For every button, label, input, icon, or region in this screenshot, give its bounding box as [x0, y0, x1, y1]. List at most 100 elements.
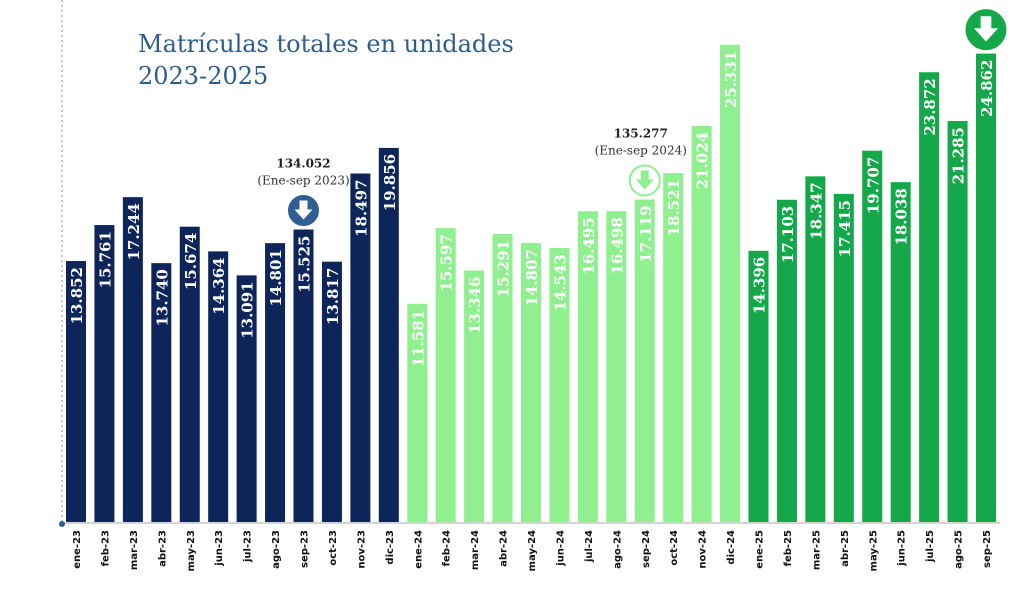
x-tick-label-abr-23: abr-23: [157, 530, 168, 567]
bar-jun-25: [890, 182, 911, 523]
bar-oct-23: [321, 261, 342, 522]
x-tick-label-ene-23: ene-23: [72, 530, 83, 569]
bar-nov-24: [691, 125, 712, 522]
bar-jul-25: [919, 72, 940, 522]
data-label-ago-24: 16.498: [608, 217, 626, 274]
data-label-ene-25: 14.396: [751, 257, 769, 314]
x-tick-label-nov-24: nov-24: [698, 530, 709, 569]
bar-oct-24: [663, 173, 684, 522]
data-label-jul-25: 23.872: [921, 78, 939, 135]
data-label-may-24: 14.807: [523, 249, 541, 306]
x-tick-label-ago-23: ago-23: [271, 530, 282, 569]
bar-mar-23: [122, 197, 143, 522]
data-label-sep-23: 15.525: [296, 236, 314, 293]
bar-ene-24: [407, 303, 428, 522]
period-total-1: 135.277: [614, 126, 668, 140]
bar-ago-25: [947, 120, 968, 522]
bar-sep-25: [976, 53, 996, 523]
data-label-jul-23: 13.091: [239, 281, 257, 338]
x-tick-label-abr-24: abr-24: [499, 530, 510, 567]
bar-ene-23: [66, 261, 86, 522]
x-tick-label-sep-25: sep-25: [982, 530, 993, 568]
x-tick-label-oct-23: oct-23: [328, 530, 339, 566]
data-label-nov-24: 21.024: [694, 132, 712, 189]
down-arrow-glyph: [294, 200, 313, 220]
x-tick-label-may-24: may-24: [527, 530, 538, 571]
x-tick-label-feb-23: feb-23: [100, 530, 111, 566]
data-label-mar-25: 18.347: [807, 182, 825, 239]
data-label-ago-23: 14.801: [267, 249, 285, 306]
bar-abr-25: [833, 193, 854, 522]
data-label-feb-24: 15.597: [438, 234, 456, 291]
data-label-abr-24: 15.291: [495, 240, 513, 297]
x-tick-label-mar-24: mar-24: [470, 530, 481, 570]
x-tick-label-nov-23: nov-23: [356, 530, 367, 569]
bar-may-24: [521, 243, 541, 522]
data-label-sep-25: 24.862: [978, 60, 996, 117]
x-tick-label-mar-25: mar-25: [811, 530, 822, 570]
data-label-abr-25: 17.415: [836, 200, 854, 257]
data-label-ene-23: 13.852: [68, 267, 86, 324]
x-tick-label-ene-25: ene-25: [755, 530, 766, 569]
bar-mar-25: [805, 176, 826, 522]
chart-title-line1: Matrículas totales en unidades: [138, 30, 514, 58]
bar-ene-25: [748, 250, 769, 522]
data-label-dic-23: 19.856: [381, 154, 399, 211]
bar-feb-25: [776, 199, 797, 522]
bar-jun-24: [549, 248, 570, 522]
data-label-jun-25: 18.038: [893, 188, 911, 245]
chart-title: Matrículas totales en unidades 2023-2025: [138, 28, 514, 92]
x-tick-label-mar-23: mar-23: [129, 530, 140, 570]
bar-ago-23: [265, 243, 286, 522]
bar-jul-24: [577, 211, 598, 523]
data-label-nov-23: 18.497: [352, 180, 370, 237]
data-label-oct-23: 13.817: [324, 268, 342, 325]
x-tick-label-jul-23: jul-23: [243, 530, 254, 563]
bar-nov-23: [350, 173, 371, 522]
x-tick-label-feb-24: feb-24: [442, 530, 453, 566]
data-label-dic-24: 25.331: [722, 51, 740, 108]
x-tick-label-abr-25: abr-25: [840, 530, 851, 567]
data-label-jun-23: 14.364: [210, 257, 228, 314]
x-tick-label-sep-24: sep-24: [641, 530, 652, 568]
data-label-sep-24: 17.119: [637, 205, 655, 262]
x-tick-label-feb-25: feb-25: [783, 530, 794, 566]
axis-origin-dot: [59, 521, 65, 527]
bar-sep-23: [293, 229, 314, 522]
x-tick-label-dic-24: dic-24: [726, 530, 737, 565]
x-tick-label-sep-23: sep-23: [300, 530, 311, 568]
data-label-feb-23: 15.761: [96, 231, 114, 288]
x-tick-label-may-25: may-25: [868, 530, 879, 571]
data-label-feb-25: 17.103: [779, 206, 797, 263]
period-label-0: (Ene-sep 2023): [257, 174, 349, 188]
x-tick-label-ago-24: ago-24: [612, 530, 623, 569]
x-tick-label-may-23: may-23: [186, 530, 197, 571]
data-label-jul-24: 16.495: [580, 217, 598, 274]
down-arrow-glyph: [635, 170, 654, 190]
x-tick-label-dic-23: dic-23: [385, 530, 396, 565]
down-arrow-glyph: [974, 16, 999, 42]
data-label-mar-23: 17.244: [125, 203, 143, 260]
period-total-0: 134.052: [276, 157, 330, 171]
bar-feb-23: [94, 225, 115, 523]
x-tick-label-oct-24: oct-24: [669, 530, 680, 566]
bar-feb-24: [435, 228, 456, 522]
data-label-mar-24: 13.346: [466, 277, 484, 334]
bar-abr-23: [151, 263, 172, 522]
data-label-may-25: 19.707: [864, 157, 882, 214]
x-tick-label-jul-24: jul-24: [584, 530, 595, 563]
x-tick-label-jul-25: jul-25: [925, 530, 936, 563]
x-tick-label-jun-25: jun-25: [897, 530, 908, 567]
bar-mar-24: [464, 270, 485, 522]
x-tick-label-ene-24: ene-24: [413, 530, 424, 569]
period-label-1: (Ene-sep 2024): [595, 143, 687, 157]
x-tick-label-jun-23: jun-23: [214, 530, 225, 567]
data-label-ene-24: 11.581: [409, 310, 427, 367]
data-label-abr-23: 13.740: [153, 269, 171, 326]
bar-may-25: [862, 150, 883, 522]
data-label-jun-24: 14.543: [551, 254, 569, 311]
bar-jul-23: [236, 275, 257, 522]
bar-dic-24: [720, 44, 741, 522]
x-tick-label-ago-25: ago-25: [954, 530, 965, 569]
